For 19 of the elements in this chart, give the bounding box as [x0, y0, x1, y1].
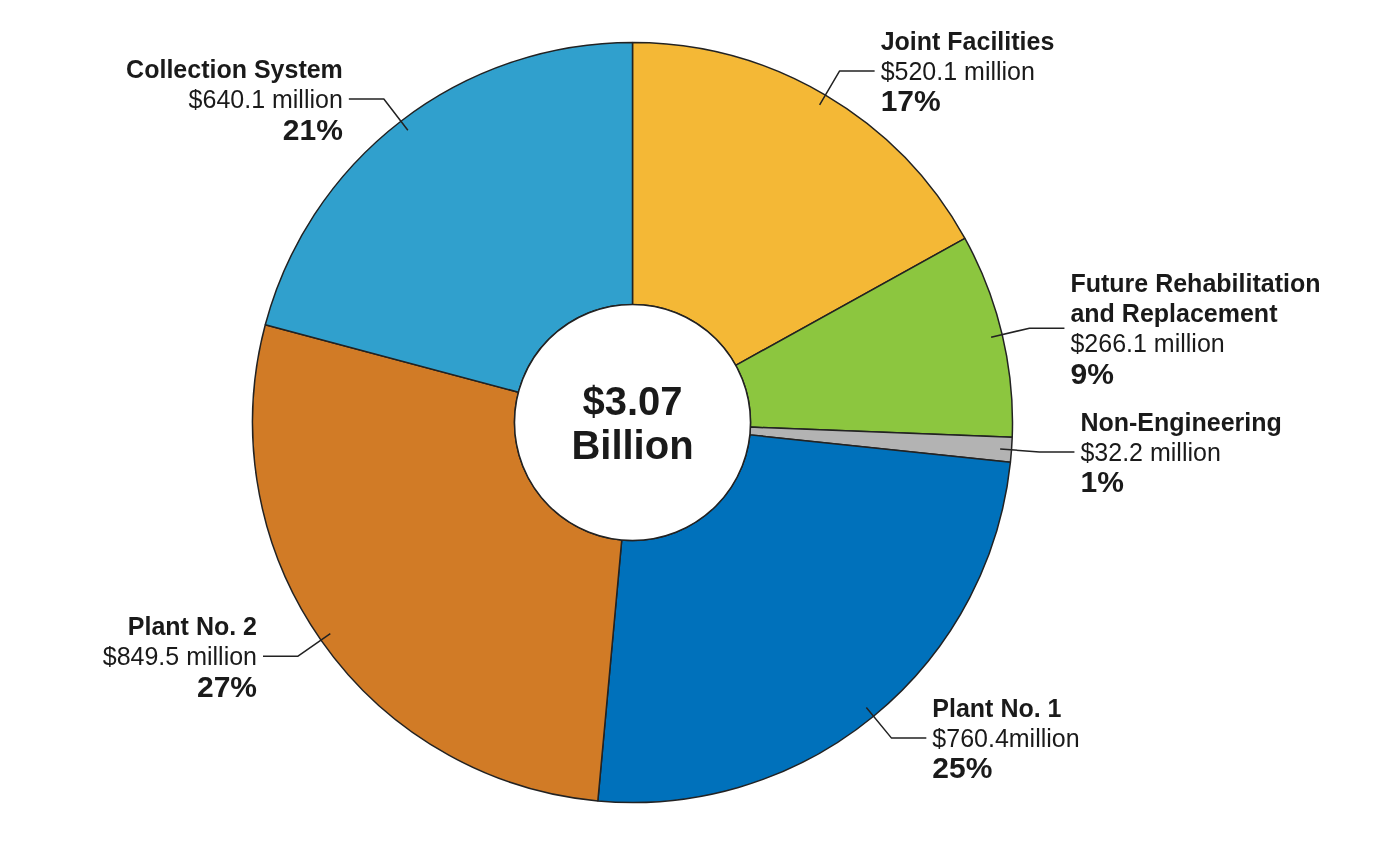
data-label: $520.1 million: [880, 56, 1035, 85]
text: 17%: [880, 84, 941, 118]
slice-label: Plant No. 1: [932, 693, 1062, 722]
slice-label: Collection System: [126, 55, 343, 84]
data-label: $640.1 million: [188, 85, 343, 114]
data-label: $849.5 million: [102, 642, 258, 671]
slice-label: Plant No. 2: [127, 612, 258, 641]
text: 1%: [1080, 465, 1124, 499]
text: 25%: [932, 751, 993, 785]
slice-label: Non-Engineering: [1080, 407, 1282, 436]
data-label: $760.4million: [932, 723, 1080, 752]
slice-label: Future Rehabilitation and Replacement: [1070, 269, 1321, 328]
text: 21%: [282, 112, 343, 146]
text: 9%: [1070, 356, 1114, 390]
slice-label: Joint Facilities: [880, 26, 1055, 55]
data-label: $32.2 million: [1080, 437, 1221, 466]
data-label: $266.1 million: [1070, 329, 1225, 358]
text: $3.07 Billion: [571, 378, 694, 467]
text: 27%: [196, 669, 258, 703]
